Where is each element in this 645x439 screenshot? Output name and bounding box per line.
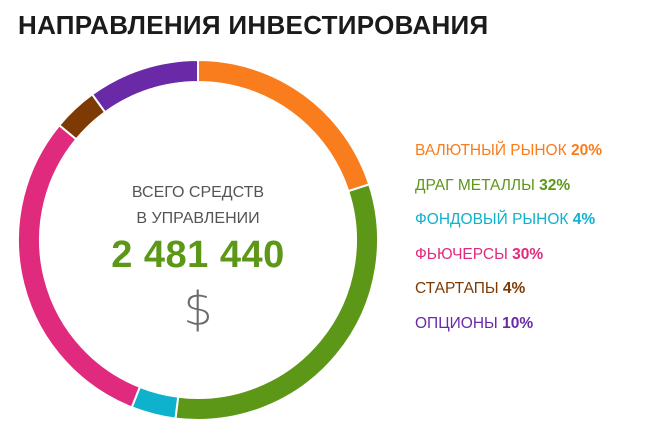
center-label-line1: ВСЕГО СРЕДСТВ bbox=[131, 184, 265, 201]
donut-slice-1 bbox=[197, 58, 371, 193]
total-amount: 2 481 440 bbox=[111, 234, 285, 276]
page-title: НАПРАВЛЕНИЯ ИНВЕСТИРОВАНИЯ bbox=[18, 10, 489, 40]
legend-label: ФЬЮЧЕРСЫ bbox=[415, 245, 513, 263]
center-label-line2: В УПРАВЛЕНИИ bbox=[136, 210, 260, 227]
legend-item: ОПЦИОНЫ 10% bbox=[415, 315, 602, 350]
dollar-icon: $ bbox=[183, 282, 213, 336]
legend-item: ДРАГ МЕТАЛЛЫ 32% bbox=[415, 177, 602, 212]
legend-label: ОПЦИОНЫ bbox=[415, 314, 503, 332]
legend-value: 4% bbox=[572, 211, 596, 229]
legend-item: СТАРТАПЫ 4% bbox=[415, 280, 602, 315]
legend-value: 4% bbox=[502, 280, 526, 298]
legend-item: ВАЛЮТНЫЙ РЫНОК 20% bbox=[415, 142, 602, 177]
legend-label: ДРАГ МЕТАЛЛЫ bbox=[415, 176, 540, 194]
donut-slice-6 bbox=[90, 58, 199, 114]
legend-item: ФЬЮЧЕРСЫ 30% bbox=[415, 246, 602, 281]
legend-item: ФОНДОВЫЙ РЫНОК 4% bbox=[415, 211, 602, 246]
legend-value: 10% bbox=[502, 314, 534, 332]
legend-value: 20% bbox=[570, 142, 602, 159]
legend-value: 32% bbox=[539, 176, 571, 194]
legend-value: 30% bbox=[512, 245, 544, 263]
chart-legend: ВАЛЮТНЫЙ РЫНОК 20% ДРАГ МЕТАЛЛЫ 32% ФОНДОВ… bbox=[415, 142, 602, 350]
legend-label: СТАРТАПЫ bbox=[415, 280, 503, 298]
legend-label: ФОНДОВЫЙ РЫНОК bbox=[415, 211, 573, 229]
legend-label: ВАЛЮТНЫЙ РЫНОК bbox=[415, 142, 571, 159]
